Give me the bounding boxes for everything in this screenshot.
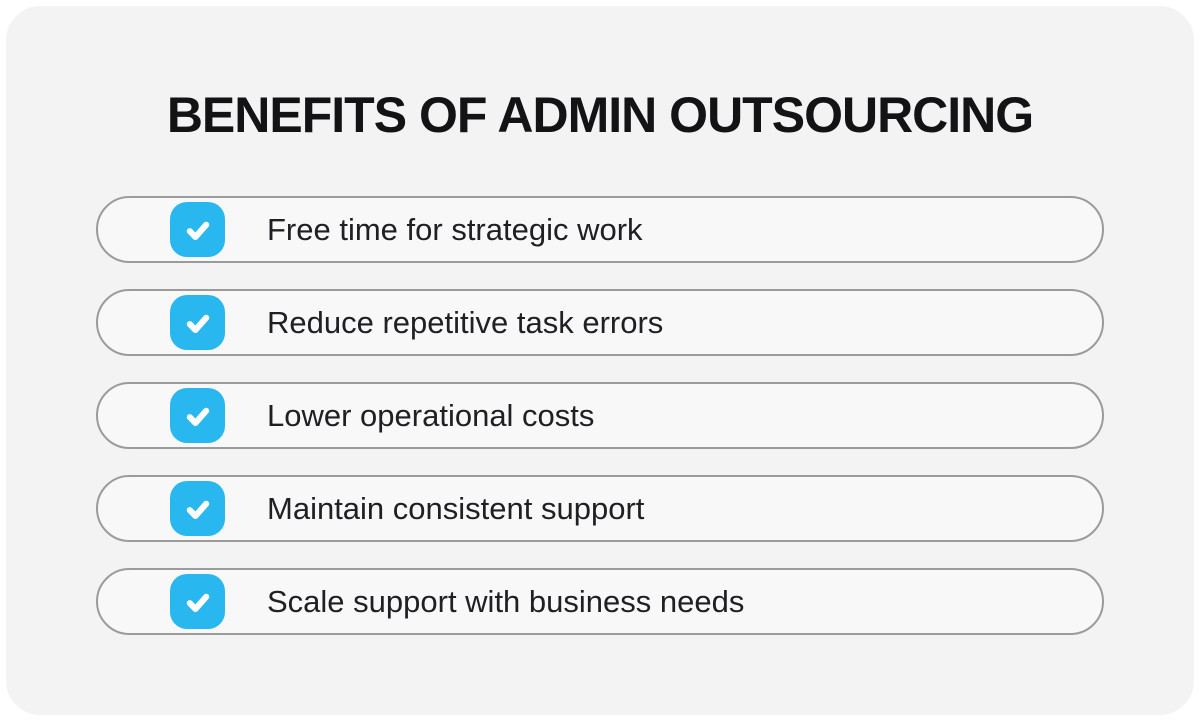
- benefit-label: Maintain consistent support: [267, 491, 645, 526]
- benefit-row: Lower operational costs: [96, 382, 1104, 449]
- benefit-row: Maintain consistent support: [96, 475, 1104, 542]
- benefit-label: Scale support with business needs: [267, 584, 745, 619]
- benefit-label: Reduce repetitive task errors: [267, 305, 664, 340]
- benefits-list: Free time for strategic work Reduce repe…: [96, 196, 1104, 635]
- check-icon: [170, 388, 225, 443]
- benefit-label: Lower operational costs: [267, 398, 595, 433]
- benefit-row: Scale support with business needs: [96, 568, 1104, 635]
- check-icon: [170, 202, 225, 257]
- page-title: BENEFITS OF ADMIN OUTSOURCING: [166, 87, 1034, 143]
- check-icon: [170, 295, 225, 350]
- check-icon: [170, 481, 225, 536]
- check-icon: [170, 574, 225, 629]
- benefits-card: BENEFITS OF ADMIN OUTSOURCING Free time …: [6, 6, 1194, 715]
- benefit-row: Free time for strategic work: [96, 196, 1104, 263]
- benefit-label: Free time for strategic work: [267, 212, 643, 247]
- benefit-row: Reduce repetitive task errors: [96, 289, 1104, 356]
